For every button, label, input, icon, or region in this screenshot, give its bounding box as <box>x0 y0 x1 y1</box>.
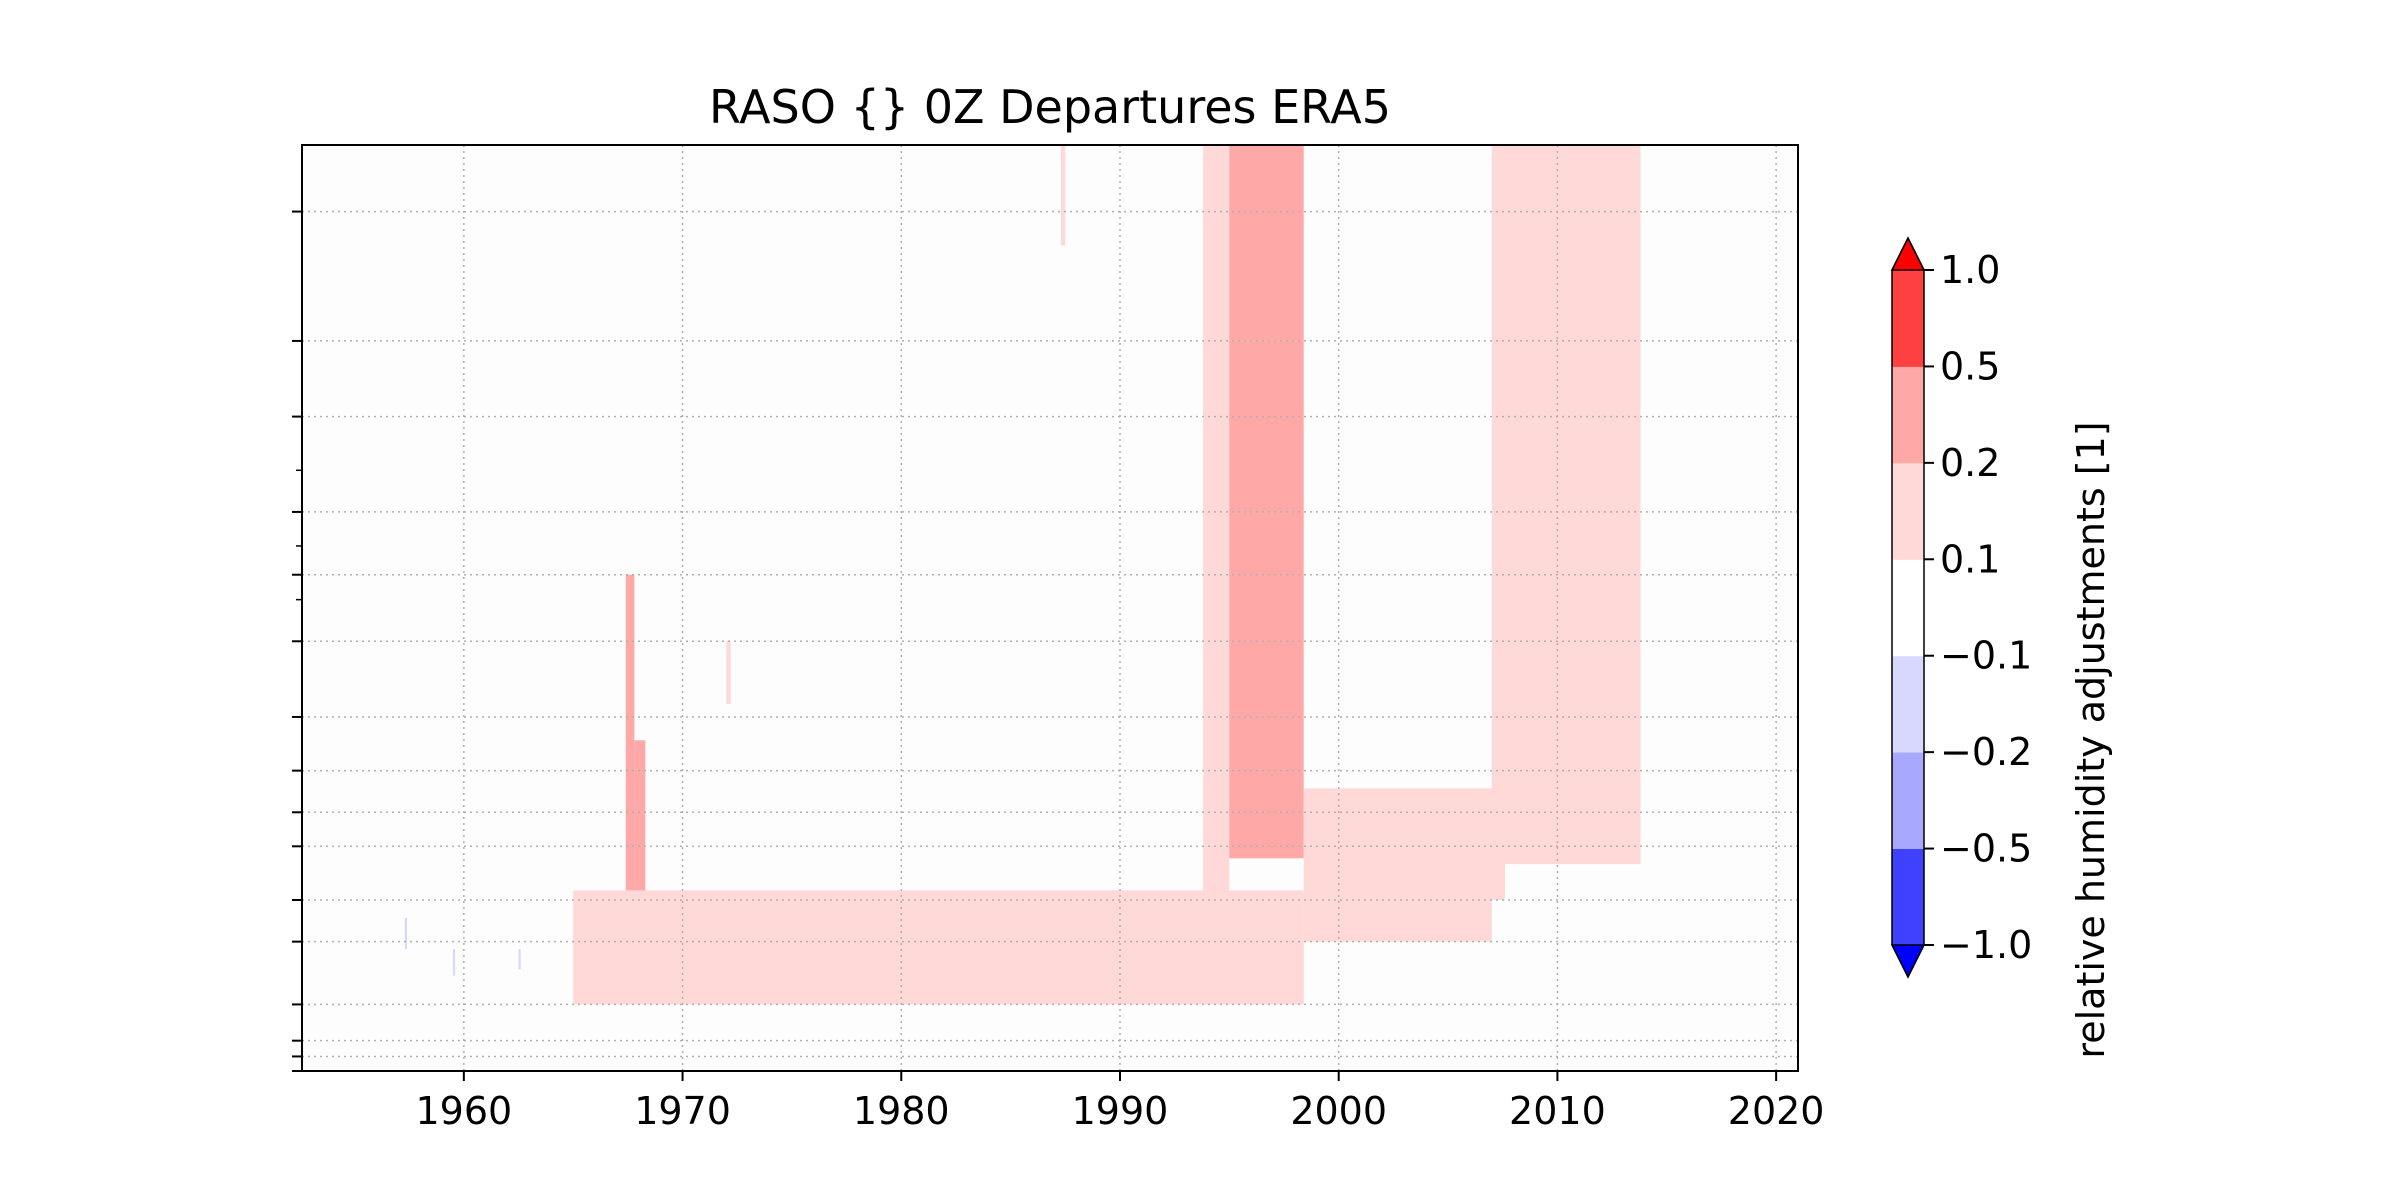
x-axis: 1960 1970 1980 1990 2000 2010 2020 <box>415 1071 1824 1133</box>
colorbar-label: relative humidity adjustments [1] <box>2069 421 2113 1058</box>
chart-title: RASO {} 0Z Departures ERA5 <box>709 80 1391 134</box>
heatmap-cell-7 <box>1229 145 1304 341</box>
colorbar-block-5 <box>1892 366 1924 464</box>
heatmap-cell-3 <box>726 641 731 705</box>
colorbar-tick-label-5: 0.2 <box>1940 441 2000 485</box>
heatmap-cell-8 <box>1229 340 1304 859</box>
colorbar-tick-label-2: −0.2 <box>1940 730 2032 774</box>
grid <box>302 145 1798 1072</box>
heatmap-cell-4 <box>1060 145 1066 246</box>
colorbar-tick-label-1: −0.5 <box>1940 827 2032 871</box>
colorbar-tick-label-0: −1.0 <box>1940 923 2032 967</box>
colorbar-block-1 <box>1892 752 1924 849</box>
x-tick-label-4: 2000 <box>1290 1089 1387 1133</box>
x-tick-label-2: 1980 <box>853 1089 950 1133</box>
colorbar-block-6 <box>1892 270 1924 367</box>
heatmap-cell-2 <box>634 740 646 891</box>
x-tick-label-0: 1960 <box>415 1089 512 1133</box>
heatmap-cell-9 <box>1303 788 1492 942</box>
colorbar-tick-label-4: 0.1 <box>1940 537 2000 581</box>
y-axis-ticks <box>292 210 302 1072</box>
plot-frame <box>301 144 1799 1072</box>
colorbar-block-0 <box>1892 848 1924 946</box>
x-tick-label-1: 1970 <box>634 1089 731 1133</box>
colorbar: −1.0 −0.5 −0.2 −0.1 0.1 0.2 0.5 1.0 relative hu… <box>1890 236 2113 1059</box>
colorbar-tick-label-3: −0.1 <box>1940 634 2032 678</box>
colorbar-tick-label-6: 0.5 <box>1940 344 2000 388</box>
colorbar-ticks: −1.0 −0.5 −0.2 −0.1 0.1 0.2 0.5 1.0 <box>1924 248 2032 967</box>
colorbar-block-4 <box>1892 462 1924 560</box>
x-tick-label-3: 1990 <box>1072 1089 1169 1133</box>
plot-area: 1960 1970 1980 1990 2000 2010 2020 <box>292 144 1824 1133</box>
heatmap-cell-1 <box>625 574 635 891</box>
heatmap-cell-6 <box>1203 145 1230 891</box>
heatmap-regions <box>404 145 1641 1005</box>
x-tick-label-6: 2020 <box>1728 1089 1825 1133</box>
colorbar-tick-label-7: 1.0 <box>1940 248 2000 292</box>
colorbar-block-3 <box>1892 559 1924 657</box>
colorbar-blocks <box>1890 236 1926 979</box>
x-tick-label-5: 2010 <box>1509 1089 1606 1133</box>
heatmap-cell-0 <box>573 890 1197 1005</box>
heatmap-cell-5 <box>1196 890 1304 1005</box>
heatmap-cell-13 <box>452 949 456 976</box>
heatmap-cell-11 <box>1491 864 1505 900</box>
heatmap-cell-10 <box>1491 145 1641 865</box>
heatmap-cell-14 <box>518 949 521 970</box>
colorbar-block-2 <box>1892 655 1924 753</box>
heatmap-cell-12 <box>404 917 407 949</box>
